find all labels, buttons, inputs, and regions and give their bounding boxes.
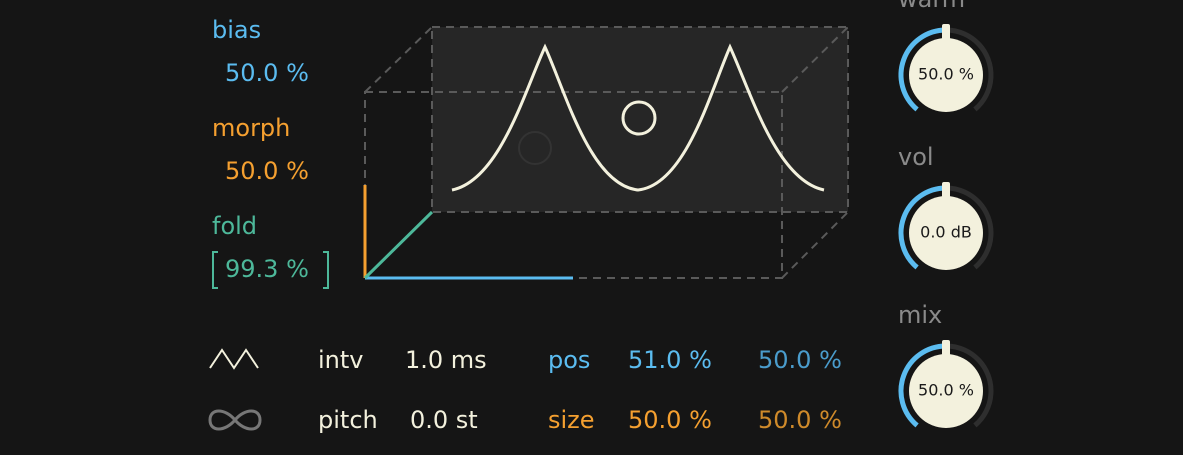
- box-back: [432, 27, 848, 212]
- fold-value[interactable]: 99.3 %: [225, 255, 309, 283]
- pos-left[interactable]: 51.0 %: [628, 346, 712, 374]
- knob-column: warm 50.0 % vol 0.0 dB mix 50.0 %: [898, 0, 994, 428]
- size-label: size: [548, 406, 595, 434]
- axis-fold: [363, 210, 434, 280]
- fold-label: fold: [212, 212, 257, 240]
- ghost-point: [518, 131, 552, 165]
- intv-label: intv: [318, 346, 364, 374]
- box-diagonals: [364, 26, 849, 279]
- focus-brackets: [212, 251, 329, 289]
- wave-icon[interactable]: [209, 348, 259, 370]
- knob-label: warm: [898, 0, 965, 13]
- pitch-value[interactable]: 0.0 st: [410, 406, 478, 434]
- knob[interactable]: [909, 196, 983, 270]
- box-back-edge: [431, 26, 849, 213]
- knob-pointer: [942, 182, 950, 198]
- waveform: [451, 43, 825, 192]
- knob[interactable]: [909, 38, 983, 112]
- knob-arc: [898, 27, 947, 112]
- knob-value: 50.0 %: [918, 65, 974, 84]
- bias-label: bias: [212, 16, 261, 44]
- knob-pointer: [942, 24, 950, 40]
- knob-value: 50.0 %: [918, 381, 974, 400]
- position-point[interactable]: [621, 100, 657, 136]
- knob-label: mix: [898, 301, 942, 329]
- size-right[interactable]: 50.0 %: [758, 406, 842, 434]
- pos-right[interactable]: 50.0 %: [758, 346, 842, 374]
- knob-arc: [898, 343, 947, 428]
- morph-label: morph: [212, 114, 290, 142]
- loop-icon[interactable]: [208, 409, 262, 431]
- knob-value: 0.0 dB: [920, 223, 972, 242]
- knob-pointer: [942, 340, 950, 356]
- knob-arc: [898, 185, 947, 270]
- pitch-label: pitch: [318, 406, 378, 434]
- knob[interactable]: [909, 354, 983, 428]
- morph-value[interactable]: 50.0 %: [225, 157, 309, 185]
- size-left[interactable]: 50.0 %: [628, 406, 712, 434]
- bias-value[interactable]: 50.0 %: [225, 59, 309, 87]
- intv-value[interactable]: 1.0 ms: [405, 346, 487, 374]
- knob-label: vol: [898, 143, 934, 171]
- pos-label: pos: [548, 346, 590, 374]
